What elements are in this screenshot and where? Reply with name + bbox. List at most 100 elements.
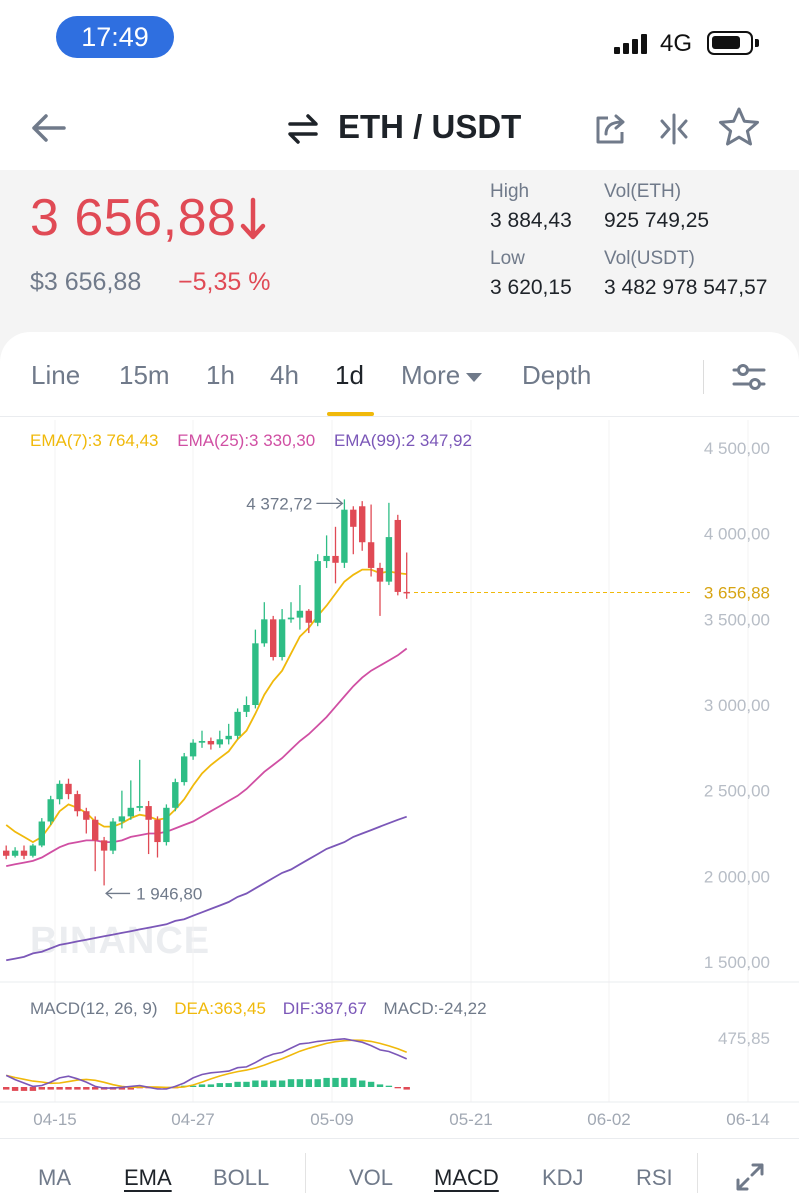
header: ETH / USDT: [0, 90, 799, 170]
candle-body: [278, 619, 286, 658]
chart-settings-icon[interactable]: [730, 360, 768, 394]
candle-body: [100, 840, 108, 851]
macd-histogram-bar: [216, 1083, 223, 1087]
tab-more[interactable]: More: [401, 360, 483, 391]
ema99-line: [6, 815, 407, 962]
candle-body: [189, 742, 197, 757]
candle-body: [56, 783, 63, 800]
macd-histogram-bar: [287, 1079, 295, 1087]
vol-base-value: 925 749,25: [604, 209, 710, 232]
candle-body: [65, 783, 72, 795]
share-icon[interactable]: [592, 110, 630, 148]
indicator-rsi[interactable]: RSI: [636, 1165, 673, 1190]
macd-histogram-bar: [234, 1081, 241, 1087]
ema-legend: EMA(7):3 764,43 EMA(25):3 330,30 EMA(99)…: [30, 431, 486, 451]
candle-body: [243, 705, 250, 712]
low-value: 3 620,15: [490, 276, 572, 299]
y-axis-tick: 1 500,00: [704, 953, 770, 972]
macd-histogram-bar: [394, 1087, 401, 1089]
down-arrow-icon: [240, 197, 266, 240]
expand-icon[interactable]: [734, 1161, 766, 1193]
swap-icon[interactable]: [286, 112, 320, 146]
candlestick-chart[interactable]: 4 500,00 4 000,00 3 500,00 3 000,00 2 500,00…: [0, 420, 799, 1138]
y-axis-tick: 2 500,00: [704, 782, 770, 801]
candle-body: [216, 739, 223, 745]
star-icon[interactable]: [718, 106, 760, 148]
macd-histogram-bar: [403, 1087, 410, 1090]
x-axis-tick: 04-15: [33, 1110, 76, 1129]
candle-body: [367, 542, 375, 568]
macd-histogram-bar: [359, 1080, 366, 1087]
indicator-bar: MA EMA BOLL VOL MACD KDJ RSI: [0, 1138, 799, 1200]
dea-label: DEA:363,45: [174, 999, 266, 1018]
fiat-price: $3 656,88: [30, 268, 142, 296]
min-price-label: 1 946,80: [136, 884, 202, 903]
candle-body: [234, 711, 241, 736]
low-label: Low: [490, 248, 525, 269]
tab-border: [0, 416, 799, 417]
candle-body: [207, 740, 215, 745]
macd-histogram-bar: [65, 1087, 72, 1090]
max-price-arrow: [316, 497, 344, 509]
tab-line[interactable]: Line: [31, 360, 81, 390]
candle-body: [38, 821, 45, 846]
macd-legend: MACD(12, 26, 9) DEA:363,45 DIF:387,67 MA…: [30, 999, 499, 1019]
tab-1d[interactable]: 1d: [335, 360, 364, 390]
candle-body: [323, 555, 330, 562]
candle-body: [296, 610, 304, 618]
candle-body: [109, 821, 117, 851]
tab-1h[interactable]: 1h: [206, 360, 235, 390]
indicator-kdj[interactable]: KDJ: [542, 1165, 584, 1190]
macd-value-label: MACD:-24,22: [383, 999, 487, 1018]
macd-histogram-bar: [314, 1079, 321, 1087]
indicator-divider: [305, 1153, 306, 1193]
y-axis-tick: 3 000,00: [704, 696, 770, 715]
ema7-line: [5, 568, 407, 844]
indicator-ma[interactable]: MA: [38, 1165, 71, 1190]
tab-4h[interactable]: 4h: [270, 360, 299, 390]
candle-body: [314, 561, 321, 623]
macd-histogram-bar: [296, 1079, 304, 1087]
macd-histogram-bar: [367, 1081, 375, 1087]
tab-more-label: More: [401, 360, 461, 390]
macd-histogram-bar: [20, 1087, 28, 1091]
indicator-ema[interactable]: EMA: [124, 1165, 172, 1190]
macd-histogram-bar: [83, 1087, 90, 1090]
dif-label: DIF:387,67: [282, 999, 367, 1018]
active-tab-indicator: [327, 412, 374, 416]
y-axis-tick: 3 500,00: [704, 610, 770, 629]
candle-body: [47, 799, 54, 822]
candle-body: [92, 819, 99, 841]
macd-histogram-bar: [305, 1079, 312, 1087]
macd-histogram-bar: [189, 1085, 197, 1087]
macd-histogram-bar: [261, 1080, 268, 1087]
tab-depth[interactable]: Depth: [522, 360, 592, 390]
indicator-vol[interactable]: VOL: [349, 1165, 394, 1190]
back-icon[interactable]: [28, 108, 72, 148]
candle-body: [359, 506, 366, 543]
candle-body: [287, 617, 295, 620]
vol-quote-value: 3 482 978 547,57: [604, 276, 768, 299]
macd-histogram-bar: [198, 1084, 206, 1087]
candle-body: [394, 519, 401, 592]
tab-15m[interactable]: 15m: [119, 360, 170, 390]
macd-histogram-bar: [243, 1081, 250, 1087]
network-label: 4G: [660, 30, 693, 57]
x-axis-tick: 05-09: [310, 1110, 353, 1129]
macd-histogram-bar: [127, 1087, 134, 1090]
compare-icon[interactable]: [656, 112, 692, 146]
macd-histogram-bar: [376, 1084, 384, 1087]
candle-body: [118, 816, 126, 822]
x-axis-tick: 05-21: [449, 1110, 492, 1129]
high-value: 3 884,43: [490, 209, 572, 232]
candle-body: [163, 807, 170, 843]
dif-line: [5, 1037, 408, 1090]
ema25-line: [6, 647, 408, 867]
macd-histogram-bar: [341, 1077, 348, 1087]
indicator-macd[interactable]: MACD: [434, 1165, 499, 1190]
macd-axis-tick: 475,85: [718, 1029, 770, 1048]
dea-line: [6, 1039, 407, 1089]
pair-title[interactable]: ETH / USDT: [338, 108, 522, 145]
indicator-boll[interactable]: BOLL: [213, 1165, 270, 1190]
macd-histogram-bar: [29, 1087, 37, 1091]
